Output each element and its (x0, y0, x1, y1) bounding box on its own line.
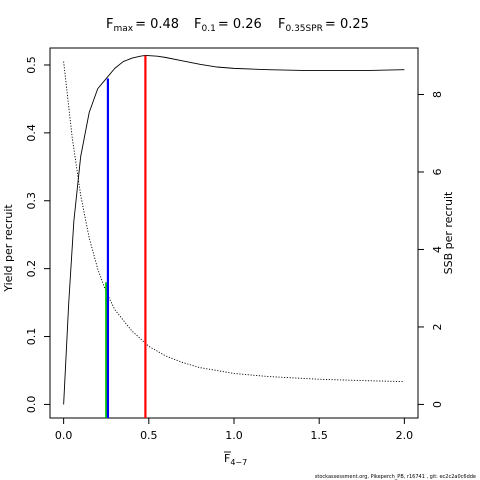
y-right-tick-label: 6 (431, 168, 444, 175)
y-right-tick-label: 2 (431, 323, 444, 330)
ssb-curve (63, 61, 405, 383)
x-tick-label: 1.5 (310, 429, 328, 442)
x-axis: 0.0 0.5 1.0 1.5 2.0 (55, 418, 413, 442)
y-axis-left-title: Yield per recruit (2, 204, 15, 293)
x-axis-title-text: F4−7 (224, 452, 247, 467)
y-left-tick-label: 0.2 (25, 260, 38, 278)
y-left-tick-label: 0.1 (25, 328, 38, 346)
y-left-tick-label: 0.4 (25, 124, 38, 142)
yield-curve (63, 55, 405, 405)
title-fspr: F0.35SPR = 0.25 (278, 17, 369, 34)
x-tick-label: 2.0 (396, 429, 414, 442)
y-left-tick-label: 0.5 (25, 56, 38, 74)
reference-lines (105, 55, 147, 418)
x-tick-label: 0.5 (140, 429, 158, 442)
chart-title: Fmax = 0.48 F0.1 = 0.26 F0.35SPR = 0.25 (106, 17, 369, 34)
x-tick-label: 0.0 (55, 429, 73, 442)
y-right-tick-label: 8 (431, 91, 444, 98)
x-tick-label: 1.0 (225, 429, 243, 442)
x-axis-title: F4−7 (224, 451, 247, 467)
title-f01: F0.1 = 0.26 (194, 17, 262, 34)
y-left-tick-label: 0.3 (25, 192, 38, 210)
y-right-tick-label: 4 (431, 246, 444, 253)
y-left-tick-label: 0.0 (25, 396, 38, 414)
y-axis-left: 0.0 0.1 0.2 0.3 0.4 0.5 (25, 56, 50, 413)
y-axis-right-title: SSB per recruit (442, 191, 455, 274)
series-layer (63, 55, 405, 405)
title-fmax: Fmax = 0.48 (106, 17, 179, 34)
y-right-tick-label: 0 (431, 401, 444, 408)
y-axis-right: 0 2 4 6 8 (418, 91, 444, 408)
footer-text: stockassessment.org, Pikeperch_PB, r1674… (315, 474, 476, 480)
